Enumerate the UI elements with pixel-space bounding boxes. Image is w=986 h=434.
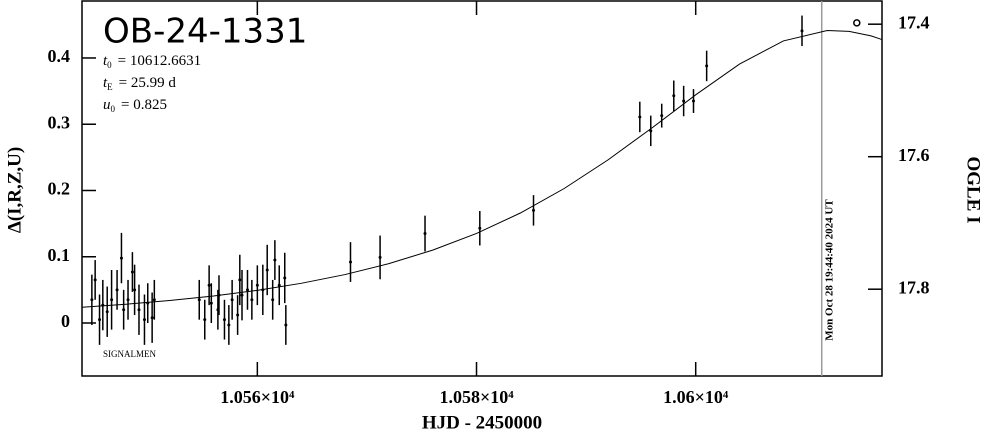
model-curve xyxy=(81,30,883,308)
annotation: t0 = 10612.6631 xyxy=(103,53,201,70)
data-point xyxy=(217,293,221,297)
data-point xyxy=(152,298,156,302)
x-axis-label: HJD - 2450000 xyxy=(422,412,542,433)
data-point xyxy=(672,94,676,98)
chart-title: OB-24-1331 xyxy=(103,12,307,52)
data-point xyxy=(115,288,119,292)
data-point xyxy=(649,129,653,133)
data-point xyxy=(230,298,234,302)
data-point xyxy=(660,114,664,118)
annotation: tE = 25.99 d xyxy=(103,75,176,92)
data-point xyxy=(207,283,211,287)
data-point xyxy=(236,313,240,317)
data-point xyxy=(119,256,123,260)
data-point xyxy=(532,208,536,212)
time-marker-label: Mon Oct 28 19:44:40 2024 UT xyxy=(823,199,835,341)
annotation-text: = 10612.6631 xyxy=(118,53,201,69)
data-point xyxy=(133,288,137,292)
data-point xyxy=(284,323,288,327)
x-tick-label: 1.06×10⁴ xyxy=(663,387,729,407)
data-point xyxy=(122,308,126,312)
data-point xyxy=(130,270,134,274)
plot-frame xyxy=(81,0,883,377)
y-tick-label: 0 xyxy=(61,311,70,331)
y-tick-label: 0.1 xyxy=(48,245,71,265)
data-point xyxy=(222,318,226,322)
note: SIGNALMEN xyxy=(103,349,156,359)
data-point xyxy=(90,298,94,302)
y2-tick-label: 17.8 xyxy=(898,277,930,297)
annotation-subscript: E xyxy=(107,82,113,92)
data-point xyxy=(150,316,154,320)
data-point xyxy=(705,64,709,68)
data-point xyxy=(203,318,207,322)
annotation-symbol: u xyxy=(103,97,111,113)
data-point xyxy=(227,323,231,327)
annotation-symbol: t xyxy=(103,53,108,69)
data-point xyxy=(478,226,482,230)
y2-axis-label: OGLE I xyxy=(963,156,984,223)
data-point xyxy=(105,310,109,314)
data-point xyxy=(255,283,259,287)
y2-tick-label: 17.6 xyxy=(898,145,930,165)
data-point xyxy=(265,268,269,272)
data-point xyxy=(800,29,804,33)
data-point xyxy=(682,99,686,103)
annotation-subscript: 0 xyxy=(111,104,116,114)
data-point xyxy=(240,293,244,297)
data-point xyxy=(261,288,265,292)
data-point xyxy=(378,255,382,259)
data-point xyxy=(98,318,102,322)
y-axis-label: Δ(I,R,Z,U) xyxy=(4,147,25,233)
data-point xyxy=(692,99,696,103)
data-point xyxy=(273,258,277,262)
data-point xyxy=(638,115,642,119)
data-point xyxy=(348,260,352,264)
data-point xyxy=(209,301,213,305)
data-point xyxy=(853,19,861,27)
data-point xyxy=(142,318,146,322)
annotation-text: = 0.825 xyxy=(121,97,167,113)
data-point xyxy=(277,283,281,287)
annotation: u0 = 0.825 xyxy=(103,97,167,114)
annotation-text: = 25.99 d xyxy=(119,75,177,91)
data-point xyxy=(250,298,254,302)
x-tick-label: 1.056×10⁴ xyxy=(220,387,295,407)
x-tick-label: 1.058×10⁴ xyxy=(439,387,514,407)
data-point xyxy=(271,298,275,302)
annotation-subscript: 0 xyxy=(107,60,112,70)
y2-tick-label: 17.4 xyxy=(898,12,930,32)
data-point xyxy=(283,276,287,280)
data-point xyxy=(197,298,201,302)
y-tick-label: 0.4 xyxy=(48,46,71,66)
data-point xyxy=(126,298,130,302)
data-point xyxy=(101,303,105,307)
data-point xyxy=(245,288,249,292)
annotation-symbol: t xyxy=(103,75,108,91)
data-point xyxy=(110,298,114,302)
data-point xyxy=(137,308,141,312)
y-tick-label: 0.3 xyxy=(48,112,71,132)
data-point xyxy=(423,232,427,236)
data-point xyxy=(93,278,97,282)
data-point xyxy=(238,278,242,282)
data-point xyxy=(146,301,150,305)
y-tick-label: 0.2 xyxy=(48,179,71,199)
